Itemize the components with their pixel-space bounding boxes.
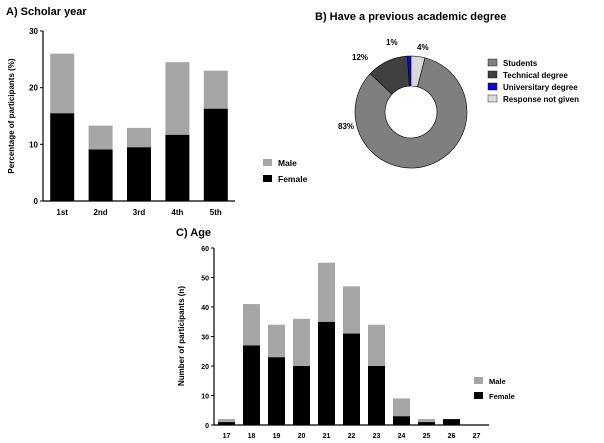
panel-a-scholar-year: A) Scholar year Percentage of participan… [6, 6, 308, 217]
bar-male-21 [318, 262, 335, 322]
y-tick-label: 10 [201, 394, 209, 401]
bar-female-22 [343, 333, 360, 425]
bar-female-1st [50, 113, 75, 201]
y-tick-label: 0 [34, 197, 39, 206]
bar-male-1st [50, 53, 75, 114]
donut-slice-label: 1% [386, 38, 398, 47]
legend-label-male: Male [278, 158, 297, 168]
y-tick-label: 20 [201, 364, 209, 371]
x-tick-label: 21 [323, 433, 331, 440]
legend-swatch-female [474, 392, 483, 399]
x-tick-label: 22 [348, 433, 356, 440]
bar-male-2nd [88, 125, 113, 150]
bar-male-17 [218, 419, 235, 423]
panel-b-title: B) Have a previous academic degree [315, 11, 506, 23]
y-tick-label: 20 [29, 84, 38, 93]
x-tick-label: 23 [373, 433, 381, 440]
y-tick-label: 60 [201, 246, 209, 253]
bar-male-25 [418, 419, 435, 423]
legend-label-female: Female [278, 174, 308, 184]
legend-swatch-male [263, 159, 272, 166]
bar-male-24 [393, 398, 410, 417]
x-tick-label: 17 [223, 433, 231, 440]
x-tick-label: 1st [56, 208, 68, 217]
bar-female-4th [165, 134, 190, 201]
bar-female-3rd [127, 147, 151, 201]
bar-male-4th [165, 62, 190, 135]
x-tick-label: 20 [298, 433, 306, 440]
legend-swatch-universitary-degree [487, 82, 498, 91]
bar-male-18 [243, 304, 260, 346]
legend-swatch-response-not-given [487, 94, 498, 103]
panel-b-academic-degree: B) Have a previous academic degree 83% 12… [315, 11, 579, 169]
bar-female-18 [243, 345, 260, 425]
x-tick-label: 24 [398, 433, 406, 440]
x-tick-label: 25 [423, 433, 431, 440]
legend-swatch-students [487, 58, 498, 67]
donut-slice-students [354, 57, 468, 169]
bar-female-26 [443, 419, 460, 425]
legend-swatch-male [474, 377, 483, 384]
y-tick-label: 10 [29, 140, 38, 149]
donut-slice-label: 83% [338, 122, 354, 131]
donut-slice-label: 4% [417, 43, 429, 52]
legend-label-response-not-given: Response not given [503, 95, 579, 104]
bar-female-17 [218, 422, 235, 425]
y-tick-label: 30 [201, 335, 209, 342]
panel-c-age: C) Age Number of participants (n) 0 10 20 3… [176, 227, 515, 440]
donut-slice-label: 12% [352, 53, 368, 62]
legend-label-male: Male [489, 377, 506, 386]
legend-label-universitary-degree: Universitary degree [503, 83, 578, 92]
bar-female-2nd [88, 149, 113, 201]
legend-swatch-female [263, 175, 272, 182]
legend-label-technical-degree: Technical degree [503, 71, 568, 80]
donut-slice-response-not-given [410, 55, 426, 88]
panel-a-title: A) Scholar year [6, 6, 87, 18]
panel-c-ylabel: Number of participants (n) [177, 286, 186, 386]
y-tick-label: 30 [29, 27, 38, 36]
bar-male-22 [343, 286, 360, 334]
legend-label-students: Students [503, 59, 538, 68]
bar-female-5th [203, 108, 228, 201]
y-tick-label: 0 [205, 423, 209, 430]
panel-a-ylabel: Percentage of participants (%) [7, 58, 16, 173]
bar-female-24 [393, 416, 410, 425]
bar-female-23 [368, 366, 385, 425]
bar-male-5th [203, 70, 228, 109]
bar-female-21 [318, 321, 335, 425]
x-tick-label: 27 [473, 433, 481, 440]
y-tick-label: 40 [201, 305, 209, 312]
bar-male-20 [293, 318, 310, 366]
y-tick-label: 50 [201, 276, 209, 283]
x-tick-label: 18 [248, 433, 256, 440]
x-tick-label: 3rd [133, 208, 146, 217]
x-tick-label: 19 [273, 433, 281, 440]
bar-male-23 [368, 324, 385, 366]
bar-male-19 [268, 324, 285, 358]
x-tick-label: 26 [448, 433, 456, 440]
legend-swatch-technical-degree [487, 70, 498, 79]
bar-female-20 [293, 366, 310, 425]
x-tick-label: 4th [171, 208, 183, 217]
x-tick-label: 2nd [93, 208, 107, 217]
bar-female-25 [418, 422, 435, 425]
x-tick-label: 5th [210, 208, 222, 217]
legend-label-female: Female [489, 392, 515, 401]
panel-c-title: C) Age [176, 227, 211, 239]
bar-male-3rd [127, 127, 151, 148]
bar-female-19 [268, 357, 285, 425]
